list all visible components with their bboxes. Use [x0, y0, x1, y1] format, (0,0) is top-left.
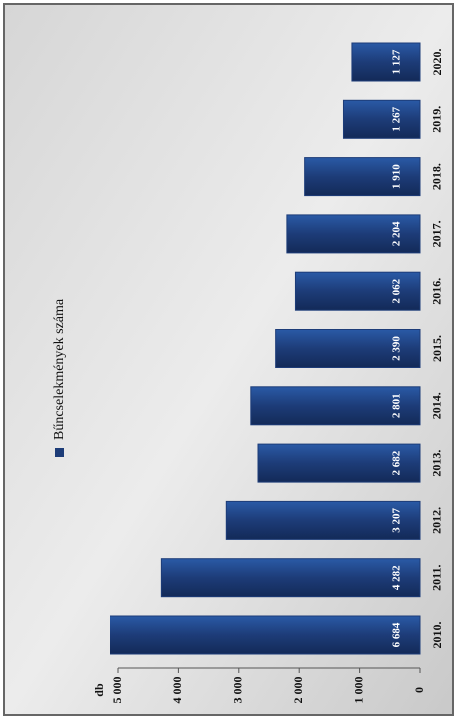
value-label: 4 282 — [391, 565, 403, 590]
plot-area — [110, 42, 421, 655]
x-tick-label: 2019. — [430, 106, 444, 133]
y-tick-label: 0 — [412, 687, 426, 693]
y-tick-label: 5 000 — [110, 677, 124, 704]
y-axis-label: db — [92, 683, 106, 697]
x-tick-label: 2010. — [430, 622, 444, 649]
bar — [304, 157, 421, 197]
bar — [351, 42, 421, 82]
bar — [275, 329, 421, 368]
value-label: 2 682 — [391, 450, 403, 475]
value-label: 2 204 — [391, 221, 403, 246]
x-tick-label: 2020. — [430, 49, 444, 76]
value-label: 1 127 — [391, 49, 403, 74]
bar — [160, 558, 421, 598]
x-tick-label: 2014. — [430, 392, 444, 419]
x-tick-label: 2016. — [430, 278, 444, 305]
bar — [257, 443, 421, 483]
y-tick-label: 1 000 — [351, 677, 365, 704]
y-tick-label: 4 000 — [170, 677, 184, 704]
bar — [342, 99, 421, 139]
bar — [225, 500, 421, 540]
value-label: 3 207 — [391, 508, 403, 533]
bar — [250, 386, 421, 426]
x-tick-label: 2012. — [430, 507, 444, 534]
x-tick-label: 2018. — [430, 163, 444, 190]
value-label: 1 267 — [391, 106, 403, 131]
legend-label: Bűncselekmények száma — [52, 298, 67, 440]
legend-swatch — [55, 448, 64, 457]
bar — [286, 214, 421, 254]
bar — [294, 271, 421, 311]
x-tick-label: 2015. — [430, 335, 444, 362]
y-tick-label: 2 000 — [291, 677, 305, 704]
x-tick-label: 2013. — [430, 450, 444, 477]
value-label: 1 910 — [391, 164, 403, 189]
value-label: 2 062 — [391, 278, 403, 303]
value-label: 2 390 — [391, 336, 403, 361]
value-label: 2 801 — [391, 393, 403, 418]
value-label: 6 684 — [391, 622, 403, 647]
x-tick-label: 2011. — [430, 565, 444, 591]
y-tick-label: 3 000 — [231, 677, 245, 704]
bar — [110, 615, 421, 655]
x-tick-label: 2017. — [430, 220, 444, 247]
